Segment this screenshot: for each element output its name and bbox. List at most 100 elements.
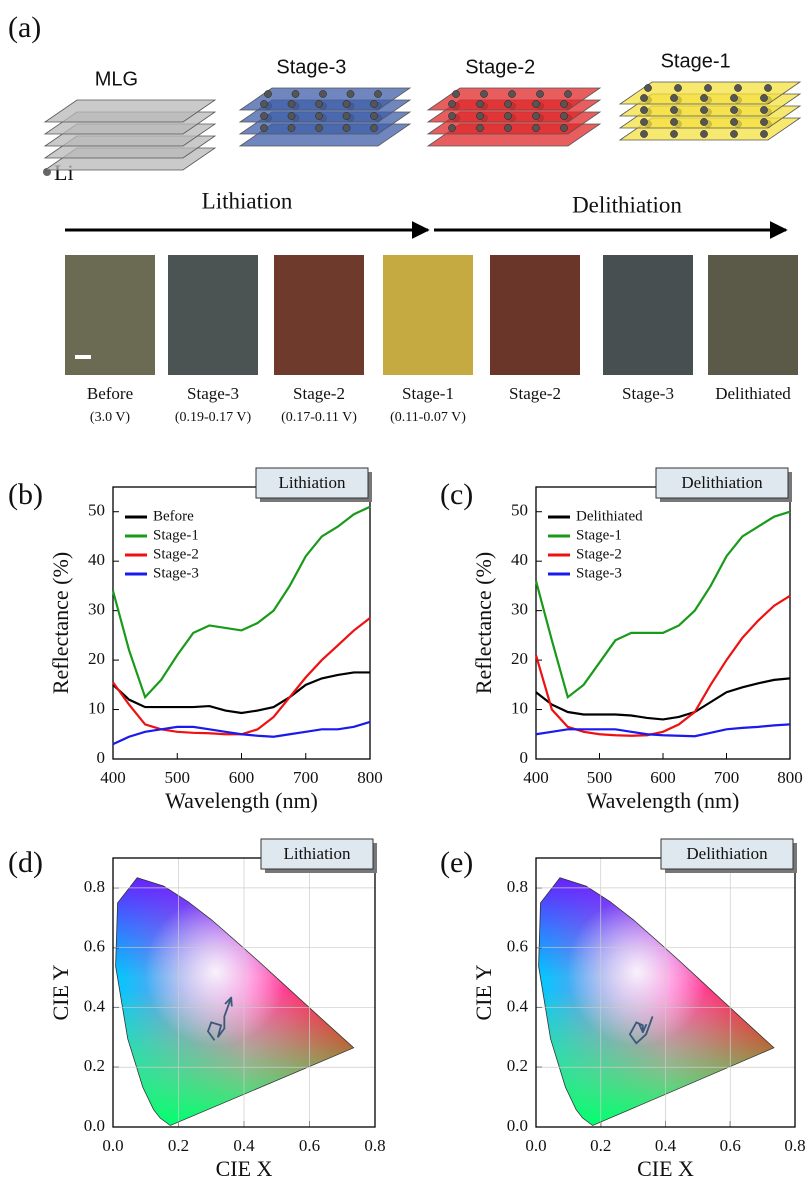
panel-label: (b) bbox=[8, 478, 43, 511]
x-tick-label: 400 bbox=[100, 768, 126, 787]
li-atom bbox=[480, 90, 488, 98]
x-axis-label: Wavelength (nm) bbox=[587, 788, 740, 813]
y-tick-label: 10 bbox=[511, 698, 528, 717]
li-atom bbox=[508, 90, 516, 98]
box-label-frame bbox=[255, 467, 369, 499]
li-atom bbox=[532, 124, 540, 132]
cie-gamut bbox=[115, 877, 355, 1126]
y-tick-label: 0.8 bbox=[84, 877, 105, 896]
sample-photo bbox=[490, 255, 580, 375]
gamut-layer bbox=[538, 877, 774, 1126]
x-tick-label: 0.0 bbox=[102, 1136, 123, 1155]
li-atom bbox=[264, 90, 272, 98]
plot-frame bbox=[112, 486, 371, 760]
li-atom bbox=[452, 90, 460, 98]
li-atom bbox=[560, 124, 568, 132]
li-atom bbox=[532, 112, 540, 120]
x-tick-label: 0.8 bbox=[784, 1136, 805, 1155]
y-tick-label: 30 bbox=[88, 600, 105, 619]
li-atom bbox=[700, 118, 708, 126]
y-tick-label: 20 bbox=[511, 649, 528, 668]
li-atom bbox=[700, 130, 708, 138]
box-label-frame bbox=[260, 838, 374, 870]
li-atom bbox=[370, 112, 378, 120]
li-atom bbox=[315, 100, 323, 108]
li-atom bbox=[730, 106, 738, 114]
trajectory bbox=[628, 1016, 654, 1045]
series-line bbox=[534, 594, 791, 737]
x-tick-label: 0.6 bbox=[720, 1136, 741, 1155]
sample-photo bbox=[274, 255, 364, 375]
y-tick-label: 0.4 bbox=[507, 996, 529, 1015]
li-atom bbox=[730, 118, 738, 126]
y-axis-label: CIE Y bbox=[48, 964, 73, 1020]
li-atom bbox=[287, 124, 296, 132]
li-atom bbox=[704, 84, 712, 92]
plot-frame bbox=[112, 857, 376, 1128]
series-line bbox=[535, 677, 791, 721]
legend-label: Stage-1 bbox=[153, 527, 199, 543]
li-atom bbox=[730, 94, 738, 102]
li-atom bbox=[670, 94, 678, 102]
li-atom bbox=[730, 130, 738, 138]
sample-photo bbox=[603, 255, 693, 375]
x-axis-label: CIE X bbox=[637, 1156, 694, 1181]
y-axis-label: Reflectance (%) bbox=[471, 552, 496, 694]
li-atom bbox=[370, 100, 378, 108]
sample-voltage: (0.19-0.17 V) bbox=[175, 410, 252, 425]
li-atom bbox=[260, 100, 268, 108]
x-tick-label: 0.4 bbox=[655, 1136, 677, 1155]
series-line bbox=[112, 671, 370, 715]
x-tick-label: 600 bbox=[229, 768, 255, 787]
panel-label: (e) bbox=[440, 846, 473, 879]
x-axis-label: CIE X bbox=[216, 1156, 273, 1181]
li-atom bbox=[640, 118, 648, 126]
stack-label: MLG bbox=[95, 68, 138, 90]
box-label: Lithiation bbox=[278, 473, 346, 492]
sample-label: Stage-1 bbox=[402, 384, 454, 403]
li-atom bbox=[700, 106, 708, 114]
scale-bar bbox=[75, 355, 91, 359]
li-atom bbox=[644, 84, 652, 92]
li-atom bbox=[342, 100, 351, 108]
li-atom bbox=[476, 112, 484, 120]
li-atom bbox=[287, 112, 296, 120]
sample-photo bbox=[708, 255, 798, 375]
li-atom bbox=[670, 118, 678, 126]
y-tick-label: 10 bbox=[88, 698, 105, 717]
li-atom bbox=[560, 112, 568, 120]
y-tick-label: 0.4 bbox=[84, 996, 106, 1015]
y-tick-label: 0.6 bbox=[507, 937, 528, 956]
box-label: Delithiation bbox=[686, 844, 768, 863]
box-label-frame bbox=[655, 467, 789, 499]
x-axis-label: Wavelength (nm) bbox=[165, 788, 318, 813]
sample-voltage: (3.0 V) bbox=[90, 410, 131, 425]
x-tick-label: 0.2 bbox=[590, 1136, 611, 1155]
li-atom bbox=[342, 112, 351, 120]
graphene-layer bbox=[238, 87, 412, 111]
x-tick-label: 0.4 bbox=[233, 1136, 255, 1155]
li-atom bbox=[370, 124, 378, 132]
y-axis-label: Reflectance (%) bbox=[48, 552, 73, 694]
arrow-label: Lithiation bbox=[202, 188, 293, 213]
series-line bbox=[112, 720, 371, 746]
y-tick-label: 0 bbox=[97, 748, 106, 767]
legend-label: Stage-2 bbox=[576, 546, 622, 562]
y-axis-label: CIE Y bbox=[471, 964, 496, 1020]
li-atom bbox=[374, 90, 382, 98]
y-tick-label: 0.0 bbox=[507, 1116, 528, 1135]
x-tick-label: 800 bbox=[777, 768, 803, 787]
sample-photo bbox=[383, 255, 473, 375]
box-label: Lithiation bbox=[283, 844, 351, 863]
sample-label: Before bbox=[87, 384, 133, 403]
li-atom bbox=[532, 100, 540, 108]
li-atom bbox=[734, 84, 742, 92]
li-atom bbox=[504, 124, 512, 132]
panel-label: (d) bbox=[8, 846, 43, 879]
li-atom bbox=[564, 90, 572, 98]
y-tick-label: 20 bbox=[88, 649, 105, 668]
x-tick-label: 500 bbox=[587, 768, 613, 787]
li-atom bbox=[760, 94, 768, 102]
li-atom bbox=[764, 84, 772, 92]
